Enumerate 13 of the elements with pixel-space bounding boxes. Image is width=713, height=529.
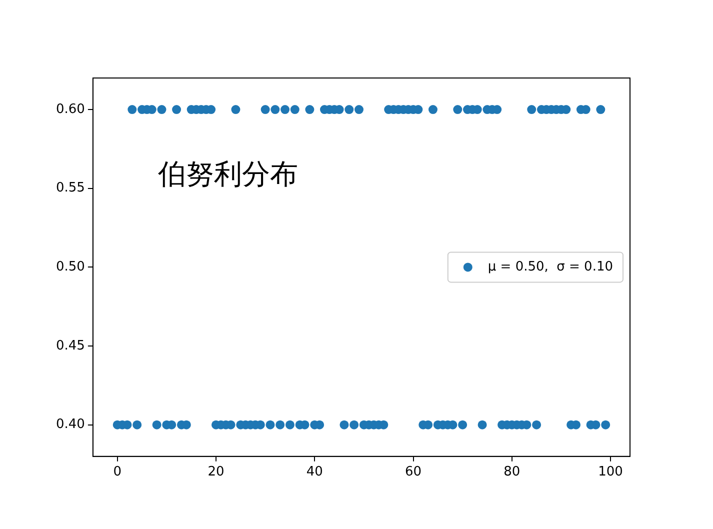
x-tick-label: 20 (208, 464, 224, 480)
x-tick-label: 40 (306, 464, 323, 480)
y-tick-label: 0.40 (56, 417, 85, 432)
x-tick-label: 80 (504, 464, 520, 480)
y-tick-label: 0.55 (56, 180, 85, 196)
x-tick-label: 100 (598, 464, 623, 480)
x-tick-label: 60 (404, 464, 422, 480)
legend-label: μ = 0.50, σ = 0.10 (488, 260, 614, 275)
x-tick-label: 0 (113, 464, 122, 480)
annotation: 伯努利分布 (156, 157, 298, 190)
y-tick-label: 0.50 (56, 260, 85, 275)
y-tick-label: 0.60 (56, 102, 85, 117)
y-tick-label: 0.45 (56, 338, 85, 354)
